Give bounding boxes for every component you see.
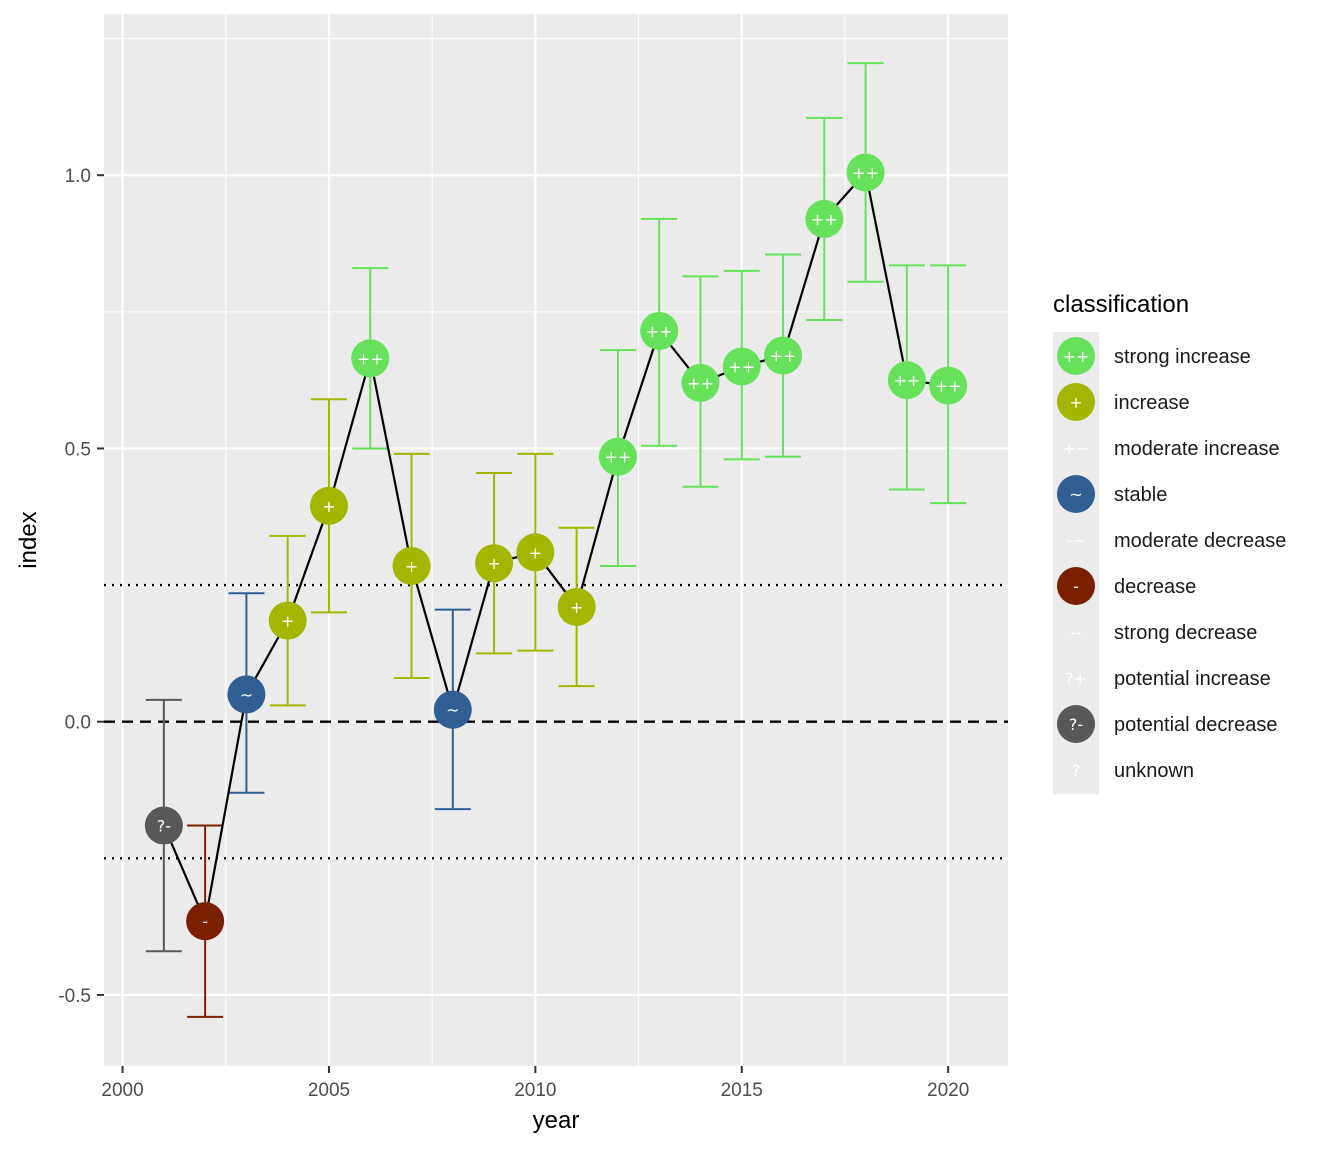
- y-tick-label--0.5: -0.5: [58, 986, 91, 1007]
- data-point-label-2008: ~: [446, 701, 459, 720]
- data-point-label-2015: ++: [728, 357, 755, 376]
- legend-label-7: potential increase: [1114, 668, 1271, 690]
- data-point-label-2017: ++: [811, 210, 838, 229]
- data-point-2020: [929, 366, 968, 405]
- x-tick-label-2005: 2005: [308, 1080, 350, 1101]
- data-point-2017: [805, 199, 844, 238]
- index-line: [162, 170, 949, 925]
- legend-key-symbol-5: -: [1073, 577, 1079, 596]
- data-point-label-2010: +: [529, 543, 542, 562]
- legend-key-symbol-7: ?+: [1065, 669, 1087, 688]
- data-point-2012: [598, 437, 637, 476]
- data-point-label-2020: ++: [935, 377, 962, 396]
- data-point-label-2002: -: [202, 912, 208, 931]
- legend-title: classification: [1053, 291, 1189, 318]
- data-point-label-2001: ?-: [157, 817, 171, 836]
- legend-key-symbol-6: --: [1070, 623, 1082, 642]
- x-tick-label-2020: 2020: [927, 1080, 969, 1101]
- data-point-label-2013: ++: [646, 322, 673, 341]
- data-point-2007: [392, 546, 431, 585]
- legend-key-0: [1057, 337, 1095, 375]
- data-point-2015: [722, 347, 761, 386]
- legend-label-2: moderate increase: [1114, 438, 1280, 460]
- data-point-label-2018: ++: [852, 163, 879, 182]
- data-point-2004: [268, 601, 307, 640]
- legend-label-0: strong increase: [1114, 346, 1251, 368]
- reference-lines: [104, 583, 1008, 860]
- data-point-2005: [309, 486, 348, 525]
- data-point-2019: [887, 361, 926, 400]
- x-tick-label-2015: 2015: [721, 1080, 763, 1101]
- data-point-2002: [186, 902, 225, 941]
- data-point-label-2012: ++: [605, 448, 632, 467]
- data-point-label-2016: ++: [770, 347, 797, 366]
- data-point-label-2005: +: [322, 497, 335, 516]
- data-point-2018: [846, 153, 885, 192]
- legend-key-symbol-8: ?-: [1069, 715, 1083, 734]
- y-tick-label-1: 1.0: [65, 166, 91, 187]
- data-point-label-2006: ++: [357, 349, 384, 368]
- legend-label-1: increase: [1114, 392, 1190, 414]
- legend-label-9: unknown: [1114, 760, 1194, 782]
- data-points: ?--~+++++~+++++++++++++++++++ ++: [144, 153, 968, 941]
- legend: classification ++ strong increase + increas…: [1053, 291, 1286, 794]
- legend-key-5: [1057, 567, 1095, 605]
- x-axis: 2000 2005 2010 2015 2020: [101, 1066, 969, 1101]
- y-tick-label-0.5: 0.5: [65, 439, 91, 460]
- data-point-label-2011: +: [570, 598, 583, 617]
- data-point-label-2007: +: [405, 557, 418, 576]
- legend-key-symbol-4: -~: [1066, 531, 1085, 550]
- data-point-2014: [681, 363, 720, 402]
- data-point-label-2009: +: [487, 554, 500, 573]
- trend-line: [162, 170, 949, 925]
- data-point-2008: [433, 690, 472, 729]
- legend-key-symbol-9: ?: [1072, 761, 1081, 780]
- data-point-2003: [227, 675, 266, 714]
- legend-key-8: [1057, 705, 1095, 743]
- x-axis-title: year: [533, 1107, 580, 1134]
- legend-key-symbol-0: ++: [1063, 347, 1090, 366]
- legend-label-6: strong decrease: [1114, 622, 1257, 644]
- y-tick-label-0: 0.0: [65, 713, 91, 734]
- legend-key-symbol-1: +: [1069, 393, 1082, 412]
- data-point-2001: [144, 806, 183, 845]
- legend-key-1: [1057, 383, 1095, 421]
- legend-key-3: [1057, 475, 1095, 513]
- data-point-2011: [557, 587, 596, 626]
- minor-gridlines: [104, 14, 1008, 1066]
- x-tick-label-2010: 2010: [514, 1080, 556, 1101]
- data-point-label-2014: ++: [687, 374, 714, 393]
- legend-label-4: moderate decrease: [1114, 530, 1286, 552]
- data-point-2010: [516, 533, 555, 572]
- data-point-2013: [640, 311, 679, 350]
- legend-key-symbol-3: ~: [1069, 485, 1082, 504]
- data-point-label-2003: ~: [240, 685, 253, 704]
- legend-label-8: potential decrease: [1114, 714, 1277, 736]
- x-tick-label-2000: 2000: [101, 1080, 143, 1101]
- data-point-label-2019: ++: [893, 371, 920, 390]
- legend-key-symbol-2: +~: [1063, 439, 1090, 458]
- y-axis-title: index: [15, 511, 42, 568]
- legend-label-3: stable: [1114, 484, 1167, 506]
- data-point-2016: [764, 336, 803, 375]
- data-point-2006: [351, 339, 390, 378]
- data-point-2009: [475, 544, 514, 583]
- legend-label-5: decrease: [1114, 576, 1196, 598]
- y-axis: -0.5 0.0 0.5 1.0: [58, 166, 104, 1007]
- data-point-label-2004: +: [281, 612, 294, 631]
